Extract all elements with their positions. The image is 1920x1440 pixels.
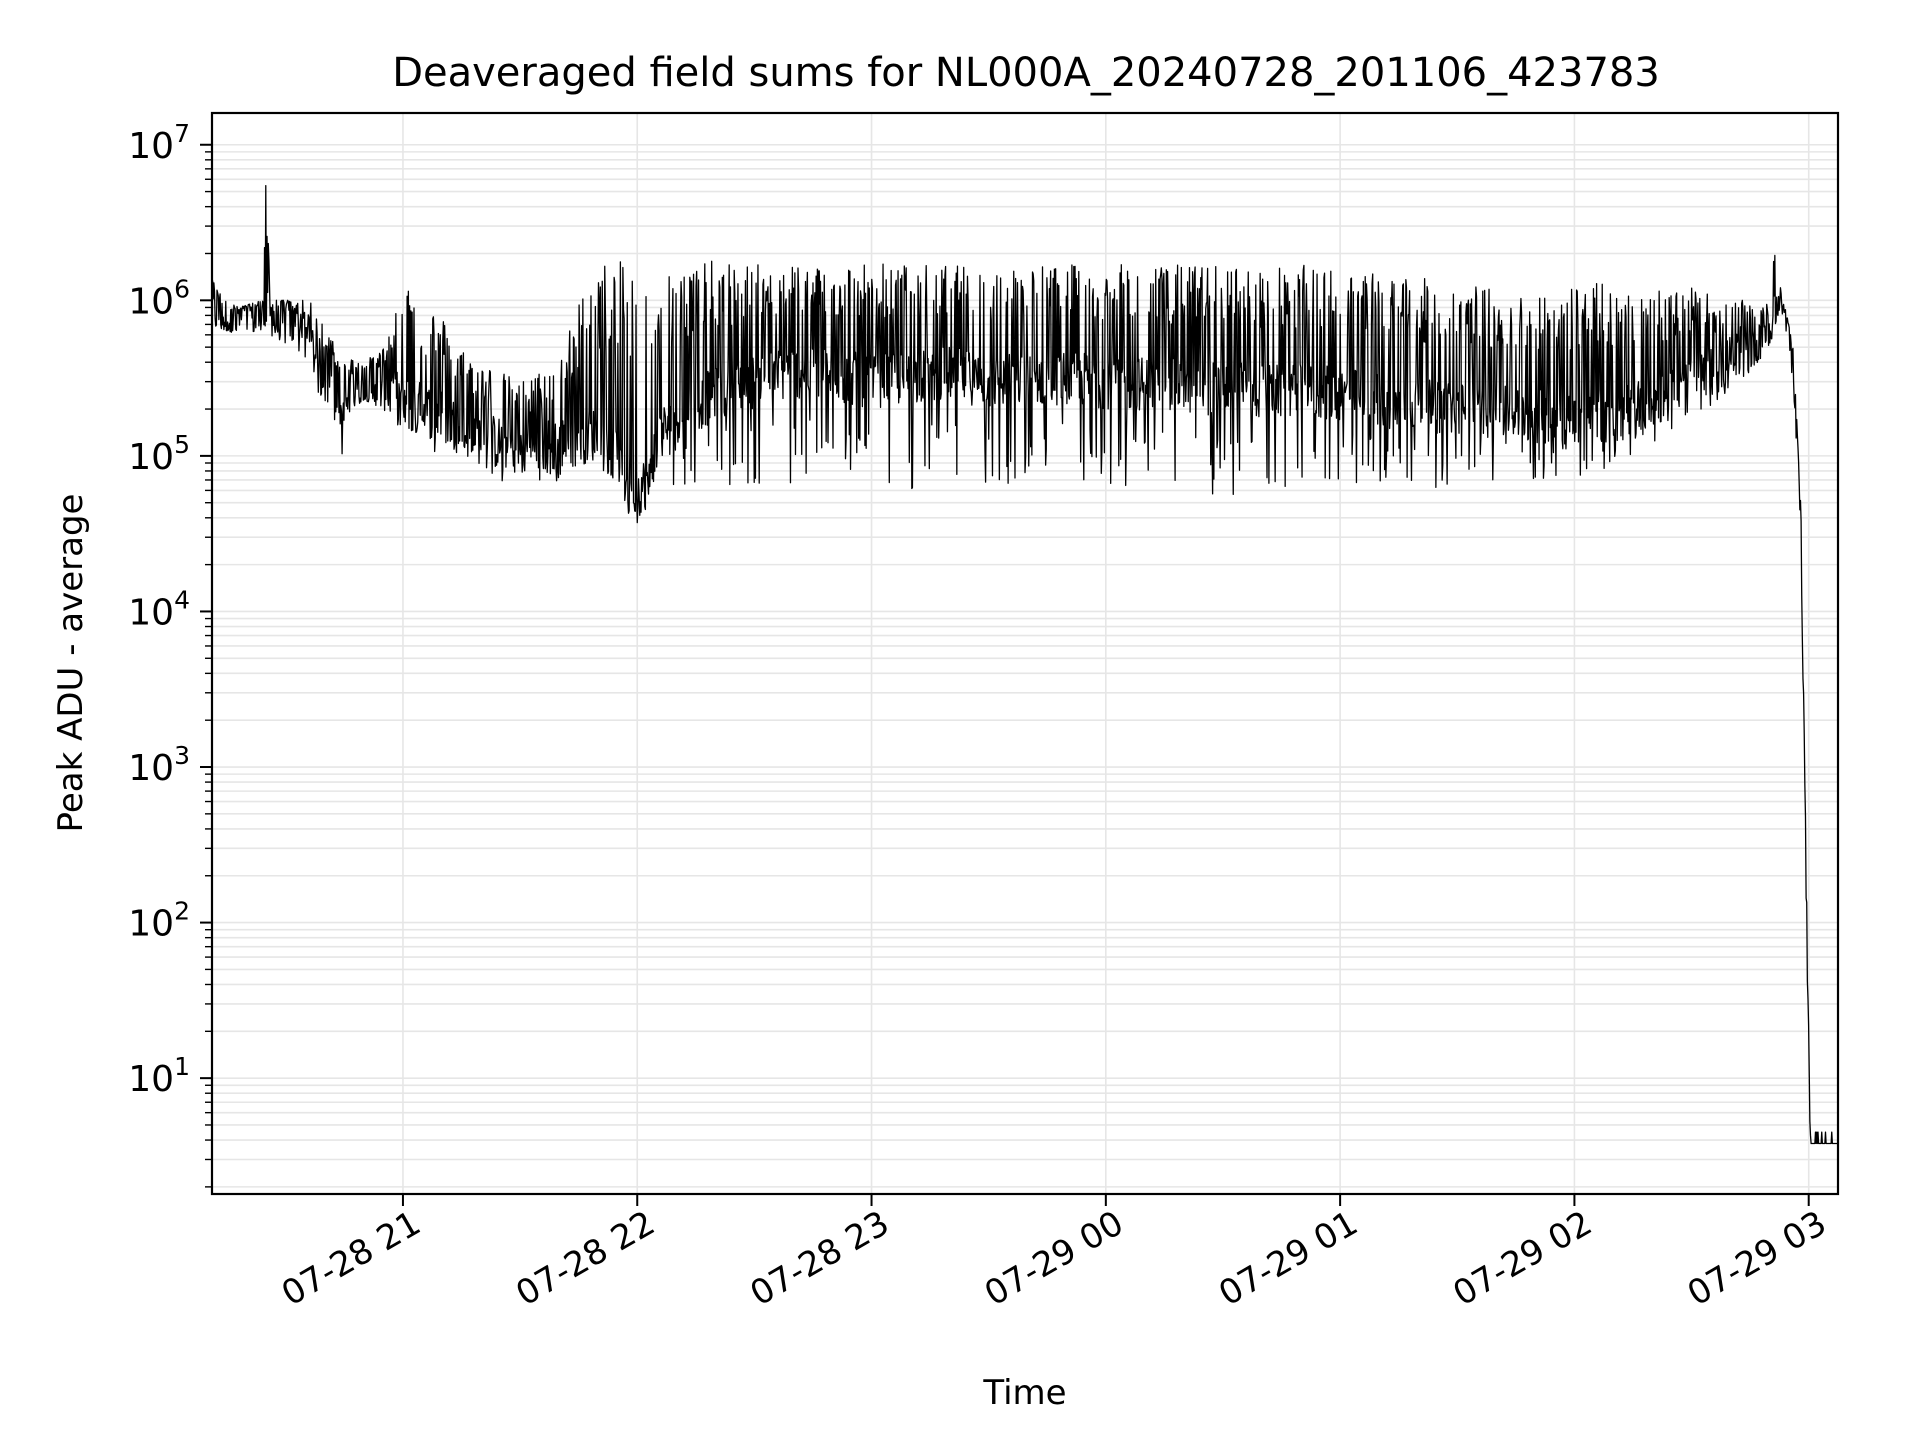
grid [212, 113, 1838, 1194]
y-tick-label: 105 [128, 430, 190, 478]
y-tick-label: 103 [128, 741, 190, 789]
y-tick-label: 107 [128, 119, 190, 167]
x-axis-label: Time [982, 1373, 1066, 1413]
y-tick-label: 102 [128, 897, 190, 945]
series-line [211, 185, 1839, 1145]
chart-title: Deaveraged field sums for NL000A_2024072… [392, 50, 1660, 96]
y-tick-label: 106 [128, 274, 190, 322]
y-axis-label: Peak ADU - average [51, 494, 91, 833]
plot-frame [210, 111, 1840, 1196]
data-series [211, 185, 1839, 1145]
y-tick-label: 101 [128, 1052, 190, 1100]
y-tick-label: 104 [128, 585, 190, 633]
